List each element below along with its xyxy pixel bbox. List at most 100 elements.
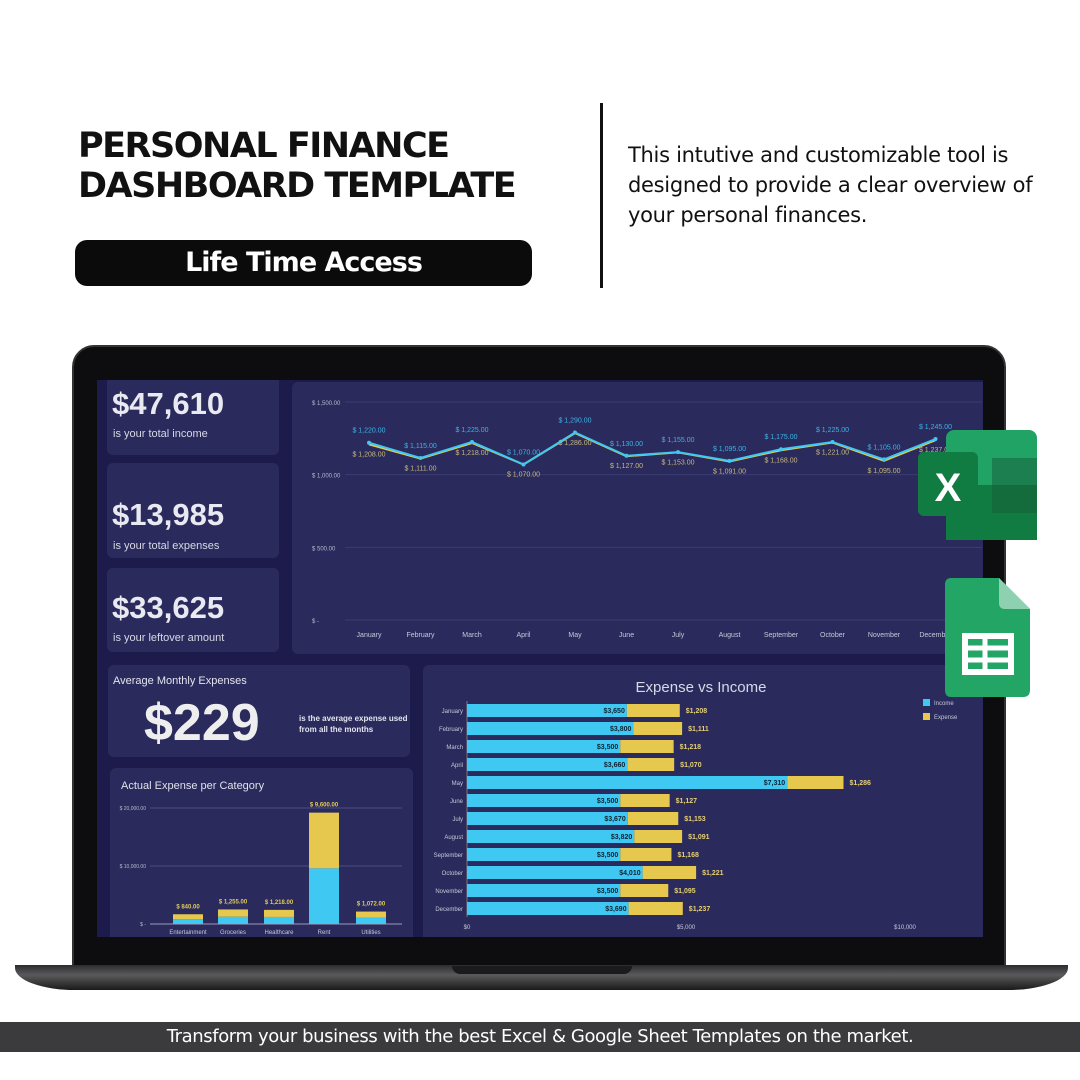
expense-bar bbox=[620, 794, 670, 807]
data-label: $ 1,070.00 bbox=[507, 449, 540, 456]
data-label: $ 1,153.00 bbox=[661, 459, 694, 466]
expense-label: $1,168 bbox=[677, 852, 699, 859]
category-bar-segment bbox=[309, 812, 339, 869]
income-line bbox=[368, 431, 936, 466]
data-label: $ 1,218.00 bbox=[455, 450, 488, 457]
page-title: PERSONAL FINANCE DASHBOARD TEMPLATE bbox=[78, 126, 517, 206]
income-label: $3,820 bbox=[611, 834, 633, 841]
income-bar bbox=[467, 722, 634, 735]
average-note: is the average expense used from all the… bbox=[299, 714, 408, 734]
x-tick-label: March bbox=[462, 632, 482, 639]
income-bar bbox=[467, 848, 621, 861]
data-label: $ 1,286.00 bbox=[558, 440, 591, 447]
data-label: $ 1,175.00 bbox=[764, 434, 797, 441]
data-label: $ 1,290.00 bbox=[558, 418, 591, 425]
data-point bbox=[882, 457, 886, 462]
income-label: $4,010 bbox=[619, 870, 641, 877]
dashboard-screen: $47,610 is your total income $13,985 is … bbox=[97, 380, 983, 937]
expense-bar bbox=[628, 902, 683, 915]
data-label: $ 1,091.00 bbox=[713, 468, 746, 475]
legend-label: Income bbox=[934, 701, 954, 707]
line-chart-card bbox=[292, 382, 983, 654]
data-label: $ 1,115.00 bbox=[404, 443, 437, 450]
y-tick-label: October bbox=[442, 871, 463, 877]
expense-label: $1,127 bbox=[676, 798, 698, 805]
laptop-notch bbox=[452, 966, 632, 974]
x-tick-label: $0 bbox=[464, 925, 471, 931]
chart-title: Actual Expense per Category bbox=[121, 780, 265, 792]
expense-bar bbox=[620, 848, 672, 861]
kpi-label: is your leftover amount bbox=[113, 632, 225, 644]
x-tick-label: $10,000 bbox=[894, 925, 916, 931]
kpi-label: is your total income bbox=[113, 428, 208, 440]
kpi-value: $33,625 bbox=[112, 590, 225, 625]
expense-label: $1,237 bbox=[689, 906, 711, 913]
data-label: $ 1,095.00 bbox=[867, 468, 900, 475]
data-label: $ 1,070.00 bbox=[507, 471, 540, 478]
income-label: $3,500 bbox=[597, 798, 619, 805]
value-label: $ 9,600.00 bbox=[310, 803, 339, 809]
income-bar bbox=[467, 758, 628, 771]
data-point bbox=[676, 450, 680, 455]
income-label: $3,800 bbox=[610, 726, 632, 733]
data-point bbox=[624, 453, 629, 458]
title-line-2: DASHBOARD TEMPLATE bbox=[78, 166, 517, 206]
expense-bar bbox=[633, 722, 683, 735]
data-label: $ 1,111.00 bbox=[404, 466, 436, 473]
x-tick-label: February bbox=[406, 632, 435, 639]
expense-label: $1,111 bbox=[688, 726, 709, 733]
data-label: $ 1,225.00 bbox=[816, 427, 849, 434]
value-label: $ 840.00 bbox=[176, 904, 200, 910]
data-point bbox=[779, 447, 783, 452]
expense-vs-income-chart: Expense vs Income $0 $5,000 $10,000 January $… bbox=[434, 679, 958, 931]
x-tick-label: $5,000 bbox=[677, 925, 696, 931]
data-point bbox=[418, 455, 423, 460]
y-tick-label: September bbox=[434, 853, 463, 859]
expense-label: $1,070 bbox=[680, 762, 702, 769]
legend-swatch bbox=[923, 713, 930, 720]
y-tick-label: May bbox=[452, 781, 463, 787]
category-bar-segment bbox=[309, 868, 339, 924]
category-chart-card bbox=[110, 768, 413, 937]
x-tick-label: November bbox=[868, 632, 901, 639]
data-point bbox=[933, 437, 938, 442]
expense-bar bbox=[620, 884, 669, 897]
chart-title: Expense vs Income bbox=[636, 679, 767, 696]
kpi-leftover: $33,625 is your leftover amount bbox=[107, 568, 279, 652]
footer-banner: Transform your business with the best Ex… bbox=[0, 1022, 1080, 1052]
data-point bbox=[470, 439, 474, 444]
kpi-value: $47,610 bbox=[112, 386, 225, 421]
expense-label: $1,095 bbox=[674, 888, 696, 895]
income-label: $3,670 bbox=[604, 816, 626, 823]
x-tick-label: December bbox=[919, 632, 952, 639]
data-label: $ 1,105.00 bbox=[867, 444, 900, 451]
data-label: $ 1,245.00 bbox=[919, 424, 952, 431]
expense-label: $1,286 bbox=[850, 780, 872, 787]
y-tick-label: February bbox=[439, 727, 463, 733]
category-bar-segment bbox=[218, 916, 248, 924]
y-tick-label: August bbox=[444, 835, 463, 841]
value-label: $ 1,072.00 bbox=[357, 902, 386, 908]
svg-text:X: X bbox=[935, 466, 962, 510]
data-label: $ 1,225.00 bbox=[455, 427, 488, 434]
income-label: $3,500 bbox=[597, 852, 619, 859]
expense-bar bbox=[642, 866, 697, 879]
income-label: $3,660 bbox=[604, 762, 626, 769]
data-point bbox=[830, 439, 835, 444]
category-bar-segment bbox=[356, 911, 386, 918]
income-bar bbox=[467, 884, 621, 897]
category-bar-segment bbox=[218, 909, 248, 917]
y-tick-label: January bbox=[442, 709, 463, 715]
data-label: $ 1,168.00 bbox=[764, 457, 797, 464]
category-bar-segment bbox=[356, 917, 386, 924]
income-label: $3,690 bbox=[605, 906, 627, 913]
data-label: $ 1,130.00 bbox=[610, 441, 643, 448]
x-tick-label: August bbox=[719, 632, 741, 639]
income-bar bbox=[467, 704, 627, 717]
income-bar bbox=[467, 794, 621, 807]
y-tick-label: $ - bbox=[312, 619, 319, 625]
expense-label: $1,221 bbox=[702, 870, 724, 877]
value-label: $ 1,218.00 bbox=[265, 900, 294, 906]
excel-icon: X bbox=[918, 430, 1037, 540]
x-tick-label: Groceries bbox=[220, 930, 246, 936]
